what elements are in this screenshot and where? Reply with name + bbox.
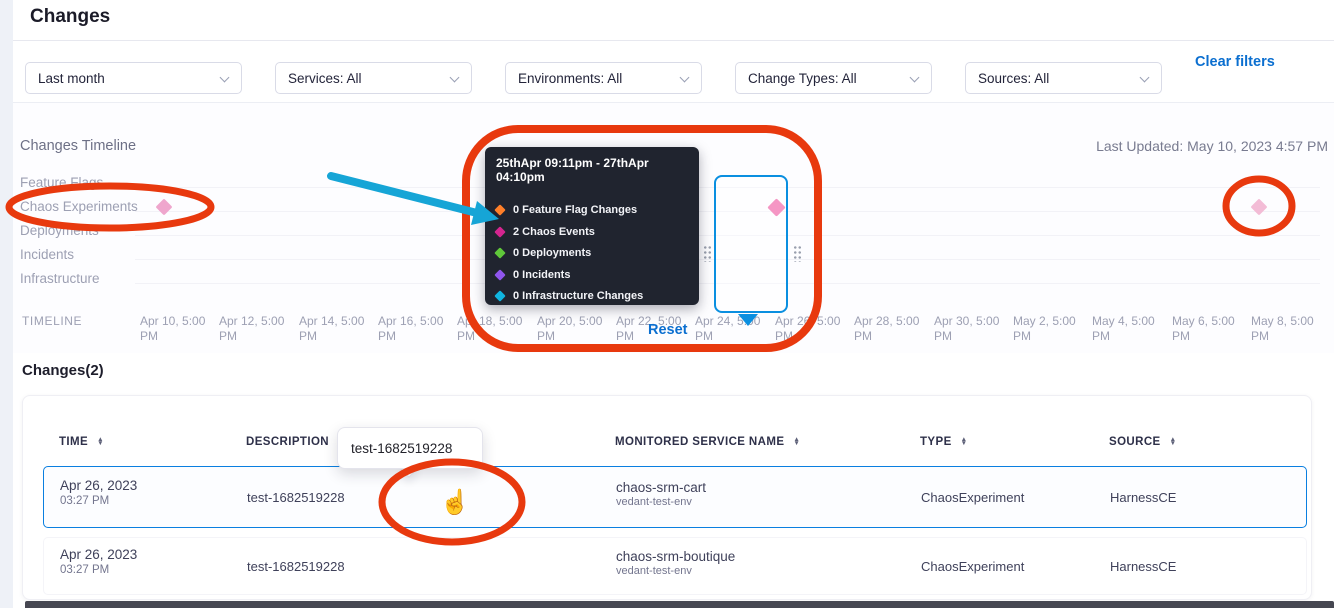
row-description-cell: test-1682519228 (247, 559, 345, 574)
timeline-axis-label: TIMELINE (22, 314, 83, 328)
timeline-tick: Apr 24, 5:00 PM (695, 314, 761, 343)
timeline-section-title: Changes Timeline (20, 138, 137, 154)
changes-timeline-section: Changes Timeline Last Updated: May 10, 2… (13, 103, 1334, 353)
sort-icon[interactable]: ▲▼ (793, 435, 801, 447)
timeline-tick: May 2, 5:00 PM (1013, 314, 1076, 343)
row-source-cell: HarnessCE (1110, 559, 1177, 574)
legend-item-chaos-events: 2 Chaos Events (494, 225, 688, 238)
page-title: Changes (30, 6, 111, 27)
sort-icon[interactable]: ▲▼ (1169, 435, 1177, 447)
column-header-monitored-service-name[interactable]: MONITORED SERVICE NAME ▲ ▼ (615, 435, 801, 448)
timeline-selection-window[interactable] (714, 175, 788, 313)
timeline-tick: Apr 14, 5:00 PM (299, 314, 365, 343)
infrastructure-diamond-icon (494, 290, 506, 302)
row-service-cell: chaos-srm-cart vedant-test-env (616, 480, 707, 508)
timeline-tick: Apr 16, 5:00 PM (378, 314, 444, 343)
timeline-tick: Apr 30, 5:00 PM (934, 314, 1000, 343)
services-dropdown[interactable]: Services: All (275, 62, 472, 94)
row-service-cell: chaos-srm-boutique vedant-test-env (616, 549, 736, 577)
feature-flag-diamond-icon (494, 204, 506, 216)
reset-zoom-link[interactable]: Reset (648, 322, 688, 338)
time-range-dropdown[interactable]: Last month (25, 62, 242, 94)
hand-cursor-icon: ☝ (440, 489, 470, 516)
legend-item-deployments: 0 Deployments (494, 247, 688, 259)
deployment-diamond-icon (494, 247, 506, 259)
timeline-tick: May 4, 5:00 PM (1092, 314, 1155, 343)
timeline-tick: Apr 28, 5:00 PM (854, 314, 920, 343)
row-description-cell: test-1682519228 (247, 490, 345, 505)
changes-table-section: Changes(2) TIME ▲▼ DESCRIPTION ▲▼ MONITO… (13, 353, 1334, 601)
timeline-tick: Apr 18, 5:00 PM (457, 314, 523, 343)
chevron-down-icon (1139, 72, 1150, 83)
timeline-tick: May 8, 5:00 PM (1251, 314, 1314, 343)
timeline-row-chaos-experiments: Chaos Experiments (20, 199, 138, 214)
row-type-cell: ChaosExperiment (921, 559, 1025, 574)
timeline-hover-tooltip: 25thApr 09:11pm - 27thApr 04:10pm 0 Feat… (485, 147, 699, 305)
row-type-cell: ChaosExperiment (921, 490, 1025, 505)
legend-item-incidents: 0 Incidents (494, 268, 688, 281)
chaos-event-diamond-icon[interactable] (1250, 198, 1268, 216)
changes-table-card: TIME ▲▼ DESCRIPTION ▲▼ MONITORED SERVICE… (22, 395, 1312, 600)
sort-icon[interactable]: ▲▼ (97, 435, 104, 447)
row-time-cell: Apr 26, 2023 03:27 PM (60, 478, 138, 507)
legend-item-infrastructure: 0 Infrastructure Changes (494, 290, 688, 302)
timeline-row-incidents: Incidents (20, 247, 75, 262)
timeline-row-infrastructure: Infrastructure (20, 271, 100, 286)
timeline-row-feature-flags: Feature Flags (20, 175, 104, 190)
environments-dropdown[interactable]: Environments: All (505, 62, 702, 94)
legend-item-feature-flags: 0 Feature Flag Changes (494, 204, 688, 216)
changes-count-title: Changes(2) (22, 362, 104, 379)
table-row[interactable]: Apr 26, 2023 03:27 PM test-1682519228 ch… (43, 466, 1307, 528)
time-range-dropdown-label: Last month (38, 70, 105, 86)
description-tooltip: test-1682519228 (337, 427, 483, 469)
timeline-tick: Apr 26, 5:00 PM (775, 314, 841, 343)
services-dropdown-label: Services: All (288, 70, 362, 86)
column-header-source[interactable]: SOURCE ▲ ▼ (1109, 435, 1177, 448)
table-row[interactable]: Apr 26, 2023 03:27 PM test-1682519228 ch… (43, 537, 1307, 595)
timeline-tick: Apr 12, 5:00 PM (219, 314, 285, 343)
change-types-dropdown-label: Change Types: All (748, 70, 857, 86)
column-header-type[interactable]: TYPE ▲ ▼ (920, 435, 968, 448)
chevron-down-icon (219, 72, 230, 83)
column-header-description[interactable]: DESCRIPTION ▲▼ (246, 436, 345, 448)
selection-right-drag-handle-icon[interactable] (793, 245, 802, 262)
incident-diamond-icon (494, 268, 506, 281)
row-time-cell: Apr 26, 2023 03:27 PM (60, 547, 138, 576)
chaos-event-diamond-icon[interactable] (155, 198, 173, 216)
chevron-down-icon (909, 72, 920, 83)
filter-bar: Last month Services: All Environments: A… (13, 41, 1334, 103)
change-types-dropdown[interactable]: Change Types: All (735, 62, 932, 94)
page-header: Changes (13, 0, 1334, 41)
sort-icon[interactable]: ▲▼ (960, 435, 968, 447)
timeline-row-deployments: Deployments (20, 223, 99, 238)
chaos-event-diamond-icon (494, 225, 506, 238)
tooltip-time-range: 25thApr 09:11pm - 27thApr 04:10pm (496, 156, 649, 184)
environments-dropdown-label: Environments: All (518, 70, 623, 86)
tooltip-legend: 0 Feature Flag Changes 2 Chaos Events 0 … (494, 204, 688, 302)
sources-dropdown-label: Sources: All (978, 70, 1050, 86)
clear-filters-link[interactable]: Clear filters (1195, 54, 1275, 70)
timeline-tick: Apr 10, 5:00 PM (140, 314, 206, 343)
row-source-cell: HarnessCE (1110, 490, 1177, 505)
chevron-down-icon (679, 72, 690, 83)
sources-dropdown[interactable]: Sources: All (965, 62, 1162, 94)
timeline-tick: Apr 20, 5:00 PM (537, 314, 603, 343)
selection-left-drag-handle-icon[interactable] (703, 245, 712, 262)
last-updated-text: Last Updated: May 10, 2023 4:57 PM (1096, 138, 1328, 154)
column-header-time[interactable]: TIME ▲ ▼ (59, 435, 104, 448)
chevron-down-icon (449, 72, 460, 83)
bottom-collapsed-bar (25, 601, 1334, 608)
page-left-gutter (0, 0, 13, 608)
timeline-tick: May 6, 5:00 PM (1172, 314, 1235, 343)
selection-caret-icon (738, 314, 758, 326)
